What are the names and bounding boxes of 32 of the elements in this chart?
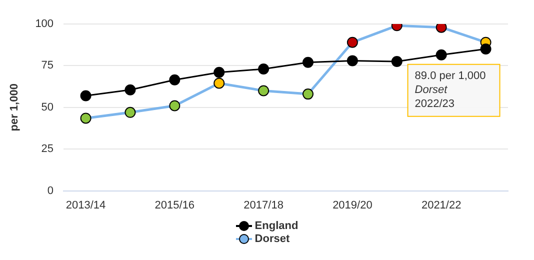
point xyxy=(436,49,447,60)
y-tick-label: 25 xyxy=(41,143,54,156)
annotation: 89.0 per 1,000 Dorset 2022/23 xyxy=(414,70,486,110)
point xyxy=(480,44,492,55)
x-tick-label: 2017/18 xyxy=(244,199,284,212)
x-tick-label: 2019/20 xyxy=(332,199,372,212)
point xyxy=(80,90,92,102)
point xyxy=(391,56,402,68)
point xyxy=(124,106,136,118)
point xyxy=(214,78,225,89)
point xyxy=(258,64,270,75)
y-tick-label: 0 xyxy=(47,184,54,197)
point xyxy=(214,66,225,78)
y-tick-label: 100 xyxy=(35,18,54,30)
point xyxy=(436,24,447,33)
point xyxy=(169,100,180,112)
point xyxy=(302,88,314,100)
point xyxy=(80,112,92,124)
legend-label: Dorset xyxy=(254,232,290,244)
point xyxy=(169,74,180,86)
point xyxy=(124,84,136,96)
y-tick-label: 50 xyxy=(41,101,54,114)
legend-label: England xyxy=(254,220,298,232)
point xyxy=(346,36,358,48)
point xyxy=(302,56,314,68)
x-tick-label: 2015/16 xyxy=(154,199,195,212)
y-axis-title: per 1,000 xyxy=(8,84,21,132)
point xyxy=(346,55,358,66)
y-tick-label: 75 xyxy=(41,60,54,72)
x-tick-label: 2013/14 xyxy=(66,199,106,212)
point xyxy=(258,85,270,96)
x-tick-label: 2021/22 xyxy=(421,199,462,212)
